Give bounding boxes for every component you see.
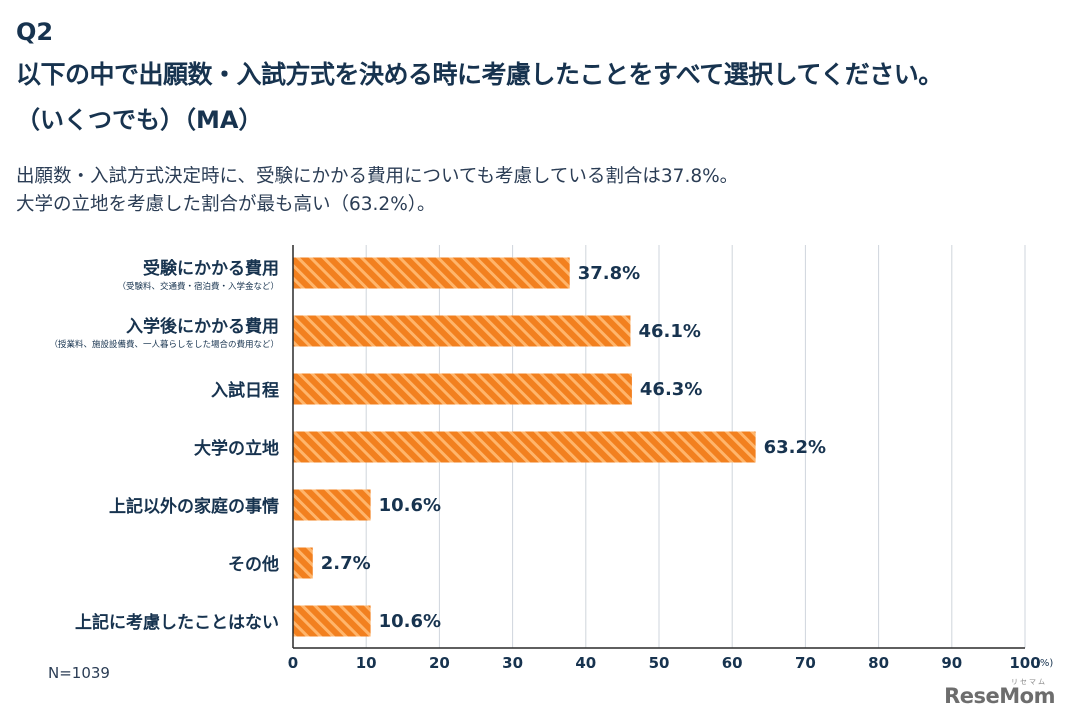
bar — [293, 431, 756, 463]
x-tick-label: 50 — [649, 654, 670, 672]
bar-value-label: 46.1% — [638, 321, 700, 342]
category-label: その他 — [228, 554, 279, 575]
category-label: 入学後にかかる費用 — [126, 316, 279, 337]
x-tick-label: 70 — [795, 654, 816, 672]
bar-value-label: 2.7% — [321, 553, 371, 574]
category-note: （受験料、交通費・宿泊費・入学金など） — [117, 281, 279, 292]
x-tick-label: 0 — [288, 654, 298, 672]
bar — [293, 605, 371, 637]
x-tick-label: 20 — [429, 654, 450, 672]
bar — [293, 489, 371, 521]
question-subtitle: （いくつでも）（MA） — [16, 106, 263, 134]
bar — [293, 315, 631, 347]
sample-size: N=1039 — [48, 664, 110, 682]
bar — [293, 373, 632, 405]
question-number: Q2 — [16, 18, 54, 46]
bar-value-label: 10.6% — [379, 611, 441, 632]
x-tick-label: 90 — [941, 654, 962, 672]
x-tick-label: 30 — [502, 654, 523, 672]
x-tick-label: 10 — [356, 654, 377, 672]
summary-line-2: 大学の立地を考慮した割合が最も高い（63.2%）。 — [16, 194, 436, 215]
x-tick-label: 80 — [868, 654, 889, 672]
bar-value-label: 63.2% — [764, 437, 826, 458]
question-title: 以下の中で出願数・入試方式を決める時に考慮したことをすべて選択してください。 — [16, 60, 943, 89]
summary-line-1: 出願数・入試方式決定時に、受験にかかる費用についても考慮している割合は37.8%… — [16, 166, 739, 187]
bar — [293, 257, 570, 289]
category-note: （授業料、施設設備費、一人暮らしをした場合の費用など） — [49, 339, 279, 350]
x-tick-label: 100 — [1009, 654, 1040, 672]
logo-ruby: リセマム — [1011, 678, 1047, 686]
category-label: 上記に考慮したことはない — [75, 612, 279, 633]
category-label: 大学の立地 — [194, 438, 279, 459]
bar-value-label: 37.8% — [578, 263, 640, 284]
bar — [293, 547, 313, 579]
category-label: 上記以外の家庭の事情 — [109, 496, 279, 517]
bar-value-label: 46.3% — [640, 379, 702, 400]
x-tick-label: 40 — [575, 654, 596, 672]
x-tick-label: 60 — [722, 654, 743, 672]
resemom-logo: ReseMom — [944, 684, 1055, 708]
summary-text: 出願数・入試方式決定時に、受験にかかる費用についても考慮している割合は37.8%… — [16, 163, 738, 219]
category-label: 受験にかかる費用 — [143, 258, 279, 279]
bar-value-label: 10.6% — [379, 495, 441, 516]
x-unit-label: (%) — [1036, 658, 1053, 669]
category-label: 入試日程 — [211, 380, 279, 401]
